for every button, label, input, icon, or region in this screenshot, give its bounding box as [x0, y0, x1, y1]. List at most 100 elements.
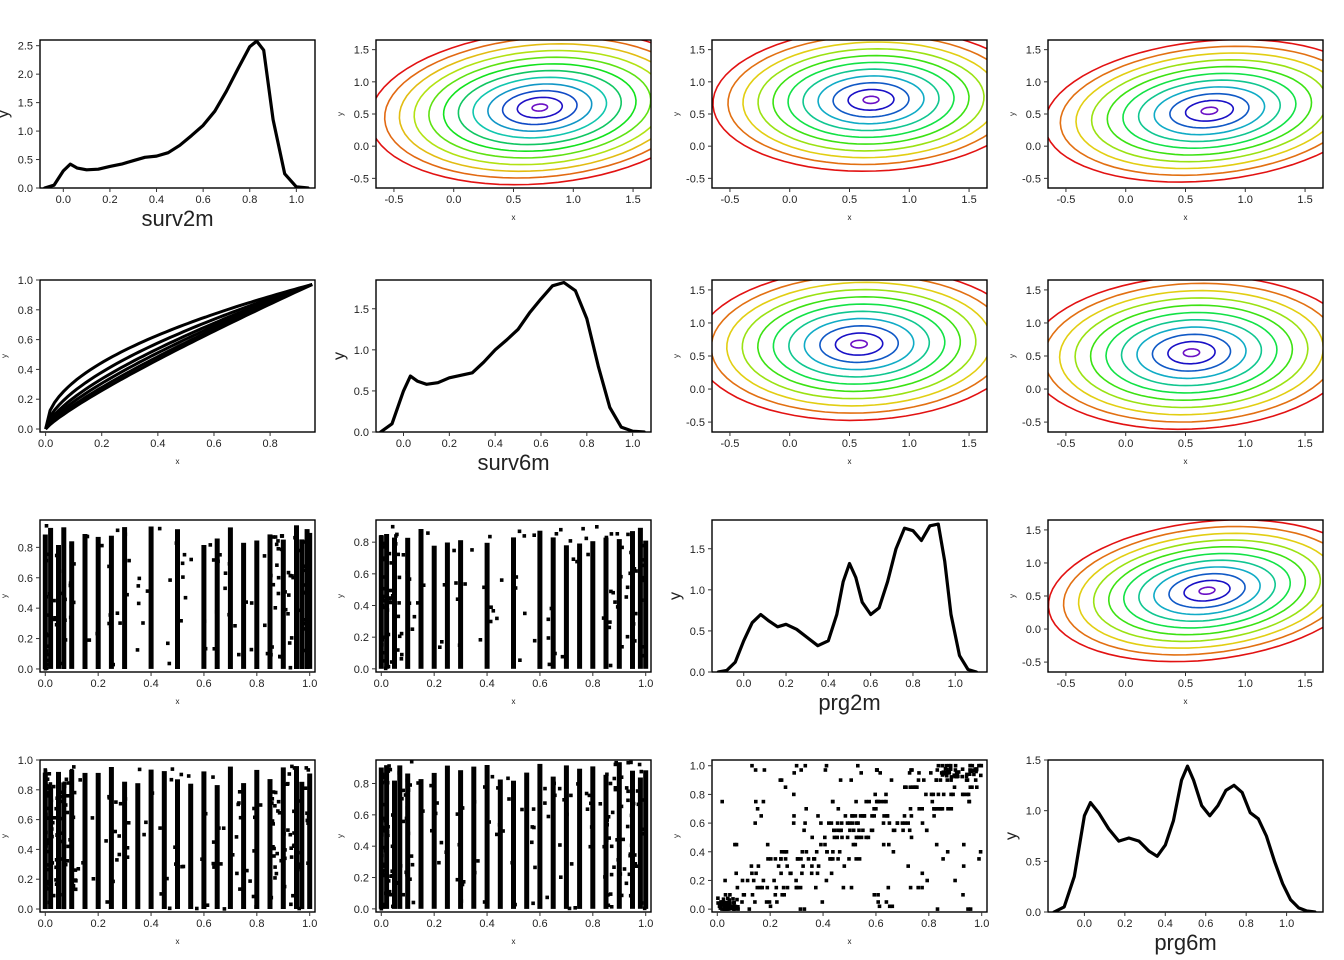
- point: [483, 785, 487, 789]
- point: [263, 623, 267, 628]
- stripe-10: [537, 530, 543, 669]
- point: [956, 770, 961, 774]
- x-tick-label: -0.5: [720, 438, 739, 450]
- point: [109, 553, 113, 557]
- point: [292, 809, 296, 814]
- x-tick-label: 0.2: [91, 678, 106, 690]
- point: [724, 901, 729, 906]
- point: [934, 778, 939, 782]
- point: [816, 864, 821, 868]
- point: [63, 803, 68, 807]
- stripe-14: [201, 771, 207, 909]
- point: [619, 775, 624, 779]
- point: [870, 814, 874, 818]
- contour-level-6: [1106, 65, 1313, 156]
- point: [820, 900, 825, 904]
- x-tick-label: 1.5: [961, 194, 976, 206]
- plot-frame: [375, 759, 652, 913]
- y-tick-label: 0.8: [354, 537, 369, 549]
- point: [857, 857, 862, 861]
- point: [176, 852, 180, 856]
- y-tick-label: -0.5: [686, 417, 705, 429]
- point: [62, 784, 67, 789]
- contour-level-7: [1074, 297, 1309, 409]
- point: [379, 887, 384, 891]
- point: [532, 825, 536, 830]
- point: [46, 849, 50, 854]
- stripe-3: [397, 765, 403, 909]
- y-tick-label: 0.0: [354, 427, 369, 439]
- panel-r3c2: 0.0 0.2 0.4 0.6 0.8 1.0 0.0 0.2 0.4 0.6 0.8 x y: [336, 519, 653, 706]
- point: [856, 821, 860, 825]
- point: [305, 818, 310, 823]
- panel-r3c3: 0.0 0.2 0.4 0.6 0.8 1.0 0.0 0.5 1.0 1.5 prg2m y: [667, 519, 988, 715]
- stripe-2: [56, 771, 61, 909]
- point: [43, 800, 48, 804]
- point: [303, 618, 308, 622]
- y-tick-label: 1.5: [690, 285, 705, 297]
- point: [802, 907, 807, 911]
- point: [823, 835, 827, 840]
- point: [591, 617, 595, 621]
- point: [970, 763, 975, 768]
- point: [726, 901, 731, 906]
- point: [48, 782, 53, 786]
- point: [287, 641, 292, 645]
- y-tick-label: 0.2: [18, 634, 33, 646]
- x-tick-label: 0.0: [710, 918, 725, 930]
- point: [875, 768, 879, 772]
- point: [740, 900, 744, 904]
- point: [403, 793, 408, 797]
- point: [816, 814, 820, 818]
- point: [608, 620, 612, 624]
- contour-level-8: [1058, 289, 1323, 416]
- point: [633, 853, 637, 857]
- point: [47, 772, 52, 776]
- y-axis-label: y: [336, 112, 345, 116]
- point: [271, 582, 276, 587]
- point: [946, 807, 950, 811]
- point: [392, 613, 396, 617]
- point: [68, 583, 73, 588]
- contour-level-9: [1048, 282, 1323, 423]
- point: [624, 881, 629, 886]
- point: [507, 797, 511, 801]
- point: [296, 799, 301, 803]
- y-tick-label: 0.2: [354, 632, 369, 644]
- x-tick-label: 0.4: [815, 918, 830, 930]
- x-tick-label: -0.5: [1056, 438, 1075, 450]
- plot-frame: [375, 279, 652, 433]
- point: [81, 861, 85, 865]
- point: [553, 793, 557, 798]
- point: [50, 834, 54, 839]
- point: [306, 861, 310, 865]
- point: [960, 767, 965, 771]
- x-tick-label: 0.0: [396, 438, 411, 450]
- point: [936, 763, 941, 768]
- point: [604, 826, 609, 831]
- x-tick-label: 0.5: [1178, 194, 1193, 206]
- point: [543, 786, 547, 791]
- point: [890, 904, 895, 909]
- point: [407, 601, 412, 605]
- point: [639, 901, 644, 905]
- stripe-4: [418, 529, 424, 669]
- point: [887, 821, 892, 825]
- point: [945, 768, 949, 772]
- point: [953, 878, 957, 883]
- stripe-12: [511, 780, 516, 909]
- curve-1: [44, 283, 313, 430]
- point: [268, 816, 273, 820]
- point: [920, 807, 924, 811]
- point: [595, 525, 599, 529]
- point: [63, 618, 67, 622]
- x-tick-label: 1.5: [625, 194, 640, 206]
- y-axis-label: y: [0, 594, 9, 598]
- stripe-15: [214, 785, 220, 909]
- point: [217, 826, 221, 830]
- point: [495, 616, 499, 621]
- y-tick-label: 0.5: [1026, 856, 1041, 868]
- point: [54, 553, 59, 558]
- point: [72, 562, 76, 566]
- point: [276, 591, 281, 596]
